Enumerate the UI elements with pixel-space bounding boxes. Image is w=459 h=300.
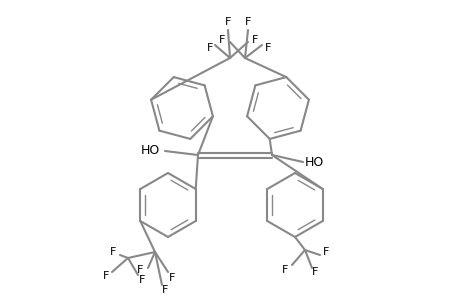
Text: F: F [264,43,271,53]
Text: F: F [207,43,213,53]
Text: F: F [136,265,143,275]
Text: F: F [251,35,257,45]
Text: F: F [110,247,116,257]
Text: HO: HO [304,155,324,169]
Text: F: F [168,273,175,283]
Text: F: F [139,275,145,285]
Text: F: F [311,267,318,277]
Text: HO: HO [140,143,160,157]
Text: F: F [162,285,168,295]
Text: F: F [224,17,231,27]
Text: F: F [244,17,251,27]
Text: F: F [218,35,225,45]
Text: F: F [103,271,109,281]
Text: F: F [322,247,329,257]
Text: F: F [281,265,287,275]
